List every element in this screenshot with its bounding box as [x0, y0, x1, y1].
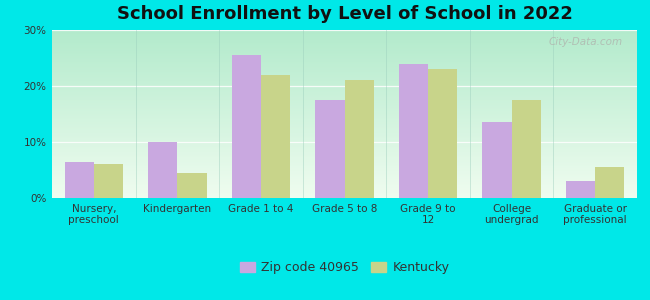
- Bar: [177, 173, 207, 198]
- Bar: [64, 162, 94, 198]
- Bar: [315, 100, 344, 198]
- Bar: [428, 69, 458, 198]
- Legend: Zip code 40965, Kentucky: Zip code 40965, Kentucky: [235, 256, 454, 279]
- Bar: [148, 142, 177, 198]
- Bar: [512, 100, 541, 198]
- Text: City-Data.com: City-Data.com: [548, 37, 623, 47]
- Bar: [595, 167, 625, 198]
- Bar: [94, 164, 123, 198]
- Bar: [231, 55, 261, 198]
- Bar: [482, 122, 512, 198]
- Bar: [399, 64, 428, 198]
- Bar: [261, 75, 290, 198]
- Bar: [344, 80, 374, 198]
- Title: School Enrollment by Level of School in 2022: School Enrollment by Level of School in …: [116, 5, 573, 23]
- Bar: [566, 181, 595, 198]
